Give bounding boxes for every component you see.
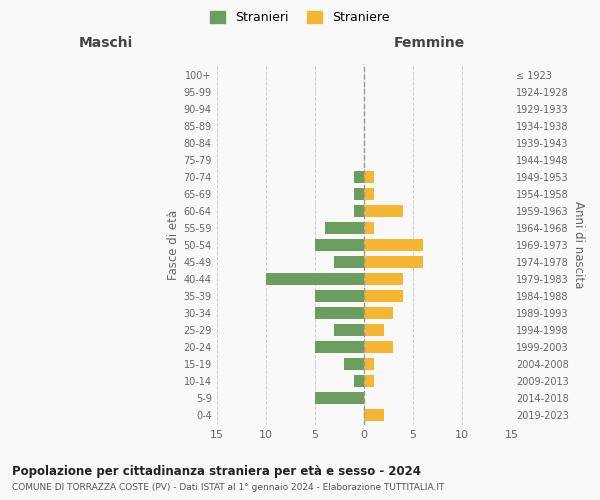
Text: COMUNE DI TORRAZZA COSTE (PV) - Dati ISTAT al 1° gennaio 2024 - Elaborazione TUT: COMUNE DI TORRAZZA COSTE (PV) - Dati IST…: [12, 482, 445, 492]
Bar: [315, 306, 364, 319]
Bar: [364, 256, 423, 268]
Bar: [364, 290, 403, 302]
Bar: [364, 170, 374, 183]
Bar: [364, 409, 383, 421]
Bar: [364, 204, 403, 217]
Bar: [266, 272, 364, 285]
Y-axis label: Anni di nascita: Anni di nascita: [572, 201, 585, 288]
Bar: [315, 238, 364, 251]
Text: Femmine: Femmine: [393, 36, 464, 50]
Bar: [364, 188, 374, 200]
Bar: [364, 222, 374, 234]
Legend: Stranieri, Straniere: Stranieri, Straniere: [205, 6, 395, 29]
Bar: [315, 340, 364, 353]
Text: Maschi: Maschi: [79, 36, 133, 50]
Text: Popolazione per cittadinanza straniera per età e sesso - 2024: Popolazione per cittadinanza straniera p…: [12, 465, 421, 478]
Bar: [315, 392, 364, 404]
Bar: [334, 256, 364, 268]
Bar: [364, 272, 403, 285]
Bar: [364, 324, 383, 336]
Bar: [354, 375, 364, 387]
Y-axis label: Fasce di età: Fasce di età: [167, 210, 181, 280]
Bar: [364, 375, 374, 387]
Bar: [344, 358, 364, 370]
Bar: [354, 204, 364, 217]
Bar: [315, 290, 364, 302]
Bar: [334, 324, 364, 336]
Bar: [364, 358, 374, 370]
Bar: [354, 188, 364, 200]
Bar: [364, 238, 423, 251]
Bar: [325, 222, 364, 234]
Bar: [354, 170, 364, 183]
Bar: [364, 306, 394, 319]
Bar: [364, 340, 394, 353]
